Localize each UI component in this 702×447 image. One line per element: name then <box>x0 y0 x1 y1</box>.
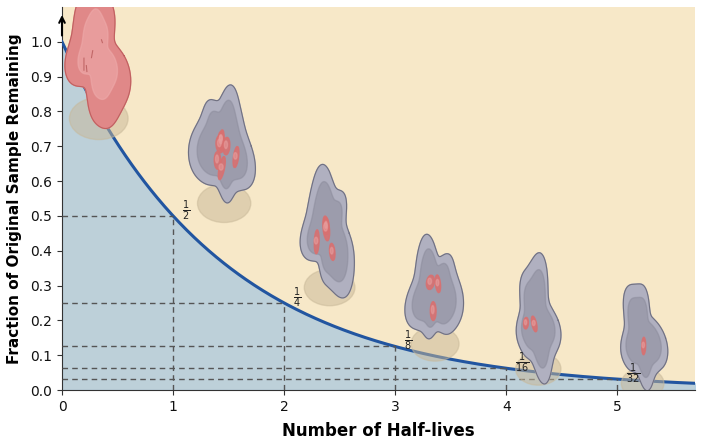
Polygon shape <box>300 164 355 298</box>
Ellipse shape <box>532 320 535 325</box>
Ellipse shape <box>223 137 230 155</box>
Ellipse shape <box>430 302 436 320</box>
Ellipse shape <box>642 337 646 355</box>
Text: $\frac{1}{16}$: $\frac{1}{16}$ <box>515 351 529 375</box>
Ellipse shape <box>304 270 355 306</box>
Ellipse shape <box>324 223 327 231</box>
Ellipse shape <box>524 317 529 329</box>
Ellipse shape <box>216 136 224 153</box>
Ellipse shape <box>325 221 327 228</box>
Ellipse shape <box>323 216 330 241</box>
Ellipse shape <box>214 152 220 169</box>
Ellipse shape <box>436 279 439 286</box>
X-axis label: Number of Half-lives: Number of Half-lives <box>282 422 475 440</box>
Ellipse shape <box>197 184 251 223</box>
Ellipse shape <box>524 320 526 325</box>
Ellipse shape <box>435 275 441 293</box>
Ellipse shape <box>234 152 237 159</box>
Ellipse shape <box>69 97 128 139</box>
Polygon shape <box>626 297 661 377</box>
Ellipse shape <box>219 135 222 144</box>
Ellipse shape <box>219 164 223 170</box>
Ellipse shape <box>218 139 221 147</box>
Ellipse shape <box>233 147 239 168</box>
Y-axis label: Fraction of Original Sample Remaining: Fraction of Original Sample Remaining <box>7 33 22 364</box>
Ellipse shape <box>642 342 644 348</box>
Ellipse shape <box>220 135 223 141</box>
Ellipse shape <box>314 237 318 244</box>
Ellipse shape <box>324 218 329 234</box>
Ellipse shape <box>225 141 227 148</box>
Ellipse shape <box>219 130 224 148</box>
Ellipse shape <box>329 243 335 261</box>
Polygon shape <box>621 284 668 391</box>
Polygon shape <box>522 270 555 368</box>
Ellipse shape <box>431 306 434 314</box>
Ellipse shape <box>331 247 333 254</box>
Text: $\frac{1}{4}$: $\frac{1}{4}$ <box>293 286 301 310</box>
Text: $\frac{1}{2}$: $\frac{1}{2}$ <box>182 198 190 223</box>
Text: $\frac{1}{8}$: $\frac{1}{8}$ <box>404 329 412 354</box>
Polygon shape <box>405 234 463 339</box>
Ellipse shape <box>314 230 319 254</box>
Ellipse shape <box>216 155 218 163</box>
Polygon shape <box>516 253 561 384</box>
Polygon shape <box>307 181 348 282</box>
Ellipse shape <box>218 156 225 180</box>
Ellipse shape <box>218 131 225 151</box>
Ellipse shape <box>411 327 459 361</box>
Ellipse shape <box>428 278 432 284</box>
Polygon shape <box>197 100 247 189</box>
Polygon shape <box>65 0 131 128</box>
Text: $\frac{1}{32}$: $\frac{1}{32}$ <box>626 362 640 386</box>
Polygon shape <box>189 85 256 203</box>
Ellipse shape <box>516 353 561 385</box>
Polygon shape <box>78 9 117 99</box>
Ellipse shape <box>426 275 435 290</box>
Ellipse shape <box>531 316 537 332</box>
Polygon shape <box>412 249 456 327</box>
Ellipse shape <box>621 368 664 399</box>
